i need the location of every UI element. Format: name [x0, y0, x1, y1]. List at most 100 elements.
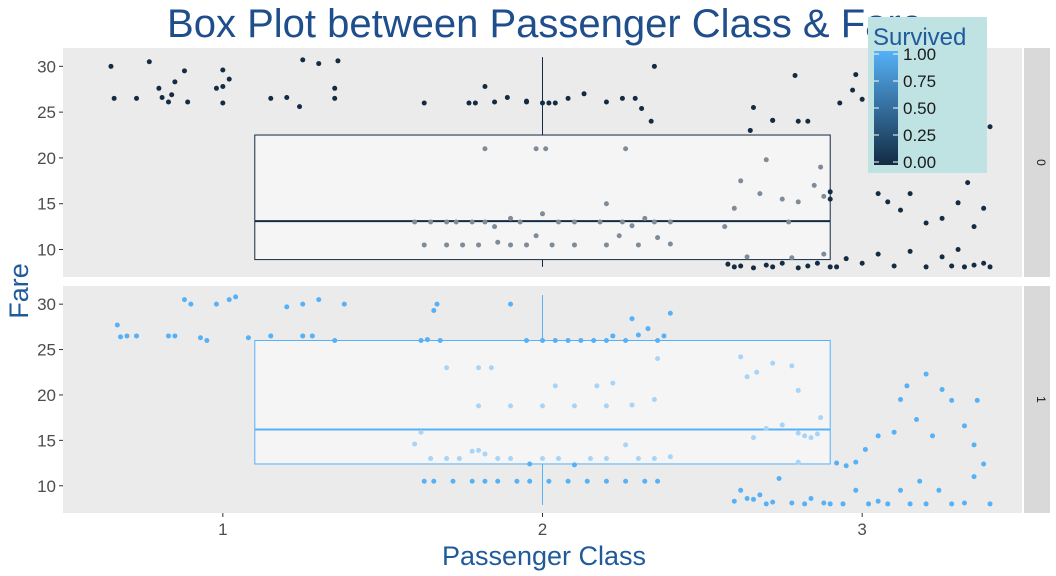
data-point: [587, 456, 593, 462]
data-point: [332, 85, 338, 91]
data-point: [111, 95, 117, 101]
data-point: [188, 301, 194, 307]
data-point: [524, 337, 530, 343]
data-point: [757, 492, 763, 498]
data-point: [412, 219, 418, 225]
data-point: [635, 456, 641, 462]
data-point: [453, 219, 459, 225]
data-point: [495, 478, 501, 484]
data-point: [814, 431, 820, 437]
data-point: [603, 99, 609, 105]
data-point: [981, 205, 987, 211]
data-point: [821, 193, 827, 199]
data-point: [220, 67, 226, 73]
data-point: [789, 363, 795, 369]
data-point: [907, 501, 913, 507]
data-point: [971, 224, 977, 230]
panel-1: 1 10 15 20 25 30: [37, 286, 1050, 513]
data-point: [476, 365, 482, 371]
data-point: [827, 189, 833, 195]
data-point: [642, 478, 648, 484]
data-point: [495, 239, 501, 245]
data-point: [482, 451, 488, 457]
data-point: [827, 196, 833, 202]
facet-strip-label: 0: [1034, 159, 1048, 166]
x-tick-label: 3: [857, 520, 866, 539]
data-point: [974, 397, 980, 403]
data-point: [421, 242, 427, 248]
data-point: [987, 501, 993, 507]
x-axis-title: Passenger Class: [442, 541, 646, 571]
data-point: [770, 499, 776, 505]
data-point: [571, 403, 577, 409]
y-tick-label: 20: [37, 149, 56, 168]
data-point: [165, 99, 171, 105]
data-point: [309, 333, 315, 339]
data-point: [476, 242, 482, 248]
data-point: [584, 478, 590, 484]
legend-tick-label: 0.25: [903, 126, 936, 145]
data-point: [629, 316, 635, 322]
data-point: [185, 99, 191, 105]
data-point: [619, 95, 625, 101]
legend-tick-label: 0.75: [903, 72, 936, 91]
data-point: [533, 233, 539, 239]
data-point: [297, 104, 303, 110]
data-point: [466, 100, 472, 106]
data-point: [540, 100, 545, 106]
y-tick-label: 25: [37, 103, 56, 122]
data-point: [418, 429, 424, 435]
data-point: [939, 254, 945, 260]
data-point: [603, 337, 609, 343]
x-tick-label: 2: [538, 520, 547, 539]
data-point: [165, 333, 171, 339]
data-point: [859, 96, 865, 102]
data-point: [565, 95, 571, 101]
data-point: [763, 426, 769, 432]
data-point: [594, 383, 600, 389]
data-point: [284, 304, 290, 310]
data-point: [651, 219, 657, 225]
data-point: [738, 263, 744, 269]
data-point: [629, 402, 635, 408]
x-axis: 1 2 3: [218, 513, 867, 539]
data-point: [898, 487, 904, 493]
y-tick-label: 15: [37, 195, 56, 214]
data-point: [987, 264, 993, 270]
facet-strip: [1024, 48, 1050, 277]
data-point: [971, 262, 977, 268]
data-point: [316, 297, 322, 303]
data-point: [821, 251, 827, 257]
data-point: [725, 261, 731, 267]
data-point: [885, 501, 891, 507]
data-point: [421, 100, 427, 106]
data-point: [655, 356, 661, 362]
data-point: [786, 219, 792, 225]
data-point: [939, 215, 945, 221]
data-point: [929, 433, 935, 439]
data-point: [939, 387, 945, 393]
y-tick-label: 30: [37, 295, 56, 314]
data-point: [226, 76, 232, 82]
data-point: [961, 500, 967, 506]
data-point: [508, 301, 514, 307]
facet-strip-label: 1: [1034, 396, 1048, 403]
data-point: [220, 100, 226, 106]
data-point: [722, 224, 728, 230]
data-point: [172, 333, 178, 339]
data-point: [476, 403, 482, 409]
data-point: [332, 95, 338, 101]
data-point: [134, 333, 140, 339]
data-point: [802, 501, 808, 507]
data-point: [469, 448, 475, 454]
data-point: [508, 242, 514, 248]
data-point: [316, 61, 322, 67]
data-point: [808, 495, 814, 501]
data-point: [552, 100, 558, 106]
data-point: [591, 337, 597, 343]
chart-title: Box Plot between Passenger Class & Fare: [167, 2, 923, 46]
data-point: [616, 233, 622, 239]
panels: 0 10 15 20 25 30 1 10 15 20 25 30: [37, 48, 1050, 513]
data-point: [923, 501, 929, 507]
